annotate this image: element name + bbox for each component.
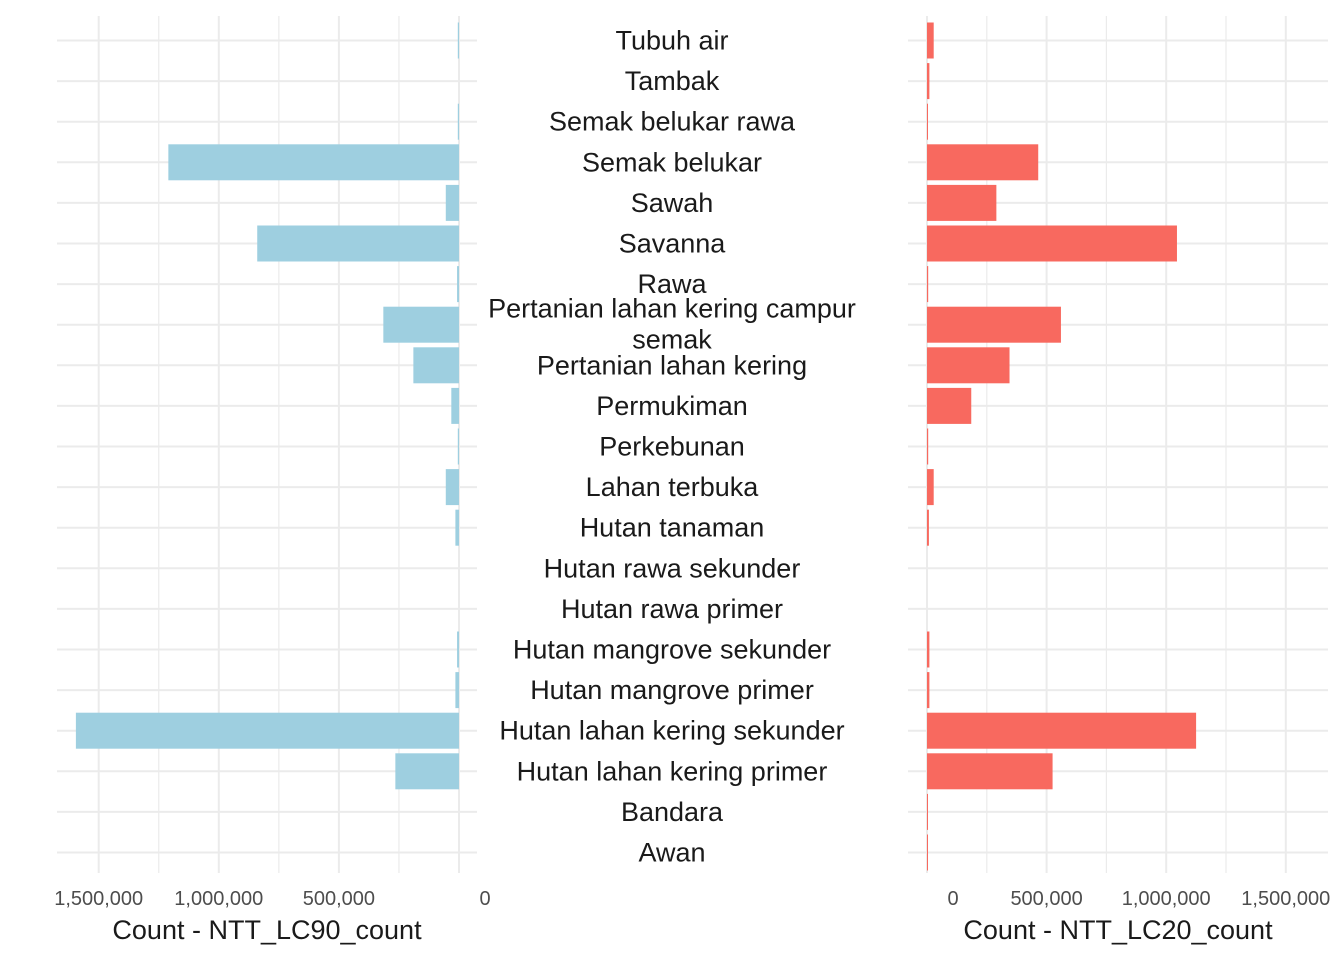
left-tick-labels: 0 500,000 1,000,000 1,500,000 [54, 888, 490, 910]
left-panel-lc90: 0 500,000 1,000,000 1,500,000 Count - NTT_L… [54, 16, 491, 945]
right-bar-semak-belukar [927, 144, 1039, 181]
left-bar-semak-belukar-rawa [457, 103, 459, 140]
left-bar-tubuh-air [457, 22, 459, 59]
left-bar-hutan-lahan-kering-primer [395, 753, 459, 790]
right-bar-hutan-lahan-kering-primer [927, 753, 1053, 790]
right-bar-permukiman [927, 387, 972, 424]
right-bar-hutan-lahan-kering-sekunder [927, 712, 1197, 749]
category-label: Hutan lahan kering sekunder [499, 716, 844, 746]
left-bar-perkebunan [457, 428, 459, 465]
right-bar-hutan-tanaman [927, 509, 929, 546]
left-bar-sawah [445, 184, 459, 221]
right-bar-lahan-terbuka [927, 469, 934, 506]
left-x-axis-label: Count - NTT_LC90_count [112, 915, 422, 945]
left-bar-hutan-mangrove-sekunder [457, 631, 459, 668]
right-bar-tubuh-air [927, 22, 934, 59]
left-bar-lahan-terbuka [445, 469, 459, 506]
left-bar-savanna [257, 225, 459, 262]
right-bar-tambak [927, 63, 930, 100]
category-label: Tubuh air [615, 26, 728, 56]
category-label: Permukiman [596, 391, 748, 421]
category-label: Lahan terbuka [586, 472, 760, 502]
right-bar-perkebunan [927, 428, 929, 465]
category-label: Sawah [631, 188, 714, 218]
left-tick-label: 0 [479, 888, 490, 910]
right-bar-semak-belukar-rawa [927, 103, 928, 140]
left-bar-pertanian-lahan-kering-campur-semak [383, 306, 459, 343]
right-panel-lc20: 0 500,000 1,000,000 1,500,000 Count - NTT_L… [908, 16, 1330, 945]
category-label: Hutan rawa primer [561, 594, 783, 624]
right-bar-savanna [927, 225, 1177, 262]
right-bar-hutan-mangrove-primer [927, 672, 930, 709]
right-tick-label: 0 [947, 888, 958, 910]
right-bar-pertanian-lahan-kering-campur-semak [927, 306, 1061, 343]
right-bar-sawah [927, 184, 997, 221]
category-label: Hutan rawa sekunder [544, 553, 801, 583]
right-bars [927, 22, 1197, 871]
right-tick-label: 500,000 [1010, 888, 1082, 910]
category-label: Hutan mangrove sekunder [513, 635, 831, 665]
left-bar-hutan-lahan-kering-sekunder [75, 712, 460, 749]
category-label: Awan [638, 838, 705, 868]
left-bar-hutan-tanaman [455, 509, 459, 546]
right-bar-bandara [927, 793, 928, 830]
left-tick-label: 1,000,000 [174, 888, 263, 910]
right-x-axis-label: Count - NTT_LC20_count [963, 915, 1273, 945]
right-bar-hutan-mangrove-sekunder [927, 631, 930, 668]
left-bar-permukiman [451, 387, 459, 424]
category-label: Hutan lahan kering primer [517, 756, 828, 786]
left-bar-semak-belukar [168, 144, 459, 181]
category-labels: Awan Bandara Hutan lahan kering primer Huta… [488, 26, 856, 868]
category-label: Hutan mangrove primer [530, 675, 814, 705]
left-tick-label: 500,000 [303, 888, 375, 910]
right-bar-pertanian-lahan-kering [927, 347, 1010, 384]
category-label: Pertanian lahan kering campur semak [488, 294, 856, 355]
category-label: Pertanian lahan kering [537, 350, 807, 380]
left-bar-rawa [457, 266, 459, 303]
category-label: Tambak [625, 66, 720, 96]
category-label: Savanna [619, 229, 727, 259]
right-tick-label: 1,000,000 [1122, 888, 1211, 910]
category-label: Bandara [621, 797, 724, 827]
left-bars [75, 22, 460, 790]
category-label: Semak belukar [582, 147, 762, 177]
right-bar-awan [927, 834, 928, 871]
right-tick-label: 1,500,000 [1241, 888, 1330, 910]
left-bar-hutan-mangrove-primer [455, 672, 459, 709]
category-label: Perkebunan [599, 432, 745, 462]
left-bar-pertanian-lahan-kering [413, 347, 459, 384]
category-label: Rawa [637, 269, 707, 299]
left-tick-label: 1,500,000 [54, 888, 143, 910]
right-tick-labels: 0 500,000 1,000,000 1,500,000 [947, 888, 1330, 910]
category-label: Semak belukar rawa [549, 107, 796, 137]
right-bar-rawa [927, 266, 929, 303]
category-label: Hutan tanaman [580, 513, 765, 543]
